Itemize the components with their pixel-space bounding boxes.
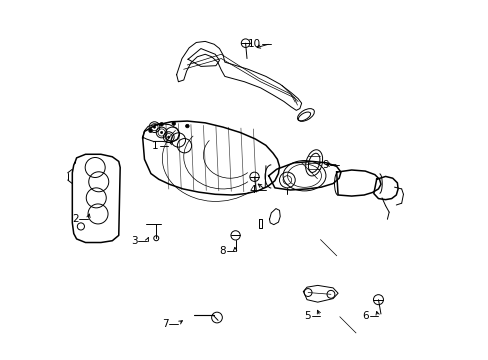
Circle shape: [160, 131, 163, 134]
Text: 10: 10: [247, 39, 261, 49]
Circle shape: [148, 129, 152, 132]
Text: 3: 3: [130, 236, 137, 246]
Text: 1: 1: [152, 141, 159, 151]
Text: 7: 7: [162, 319, 168, 329]
Text: 5: 5: [304, 311, 310, 321]
Text: 2: 2: [72, 214, 78, 224]
Text: 9: 9: [322, 159, 328, 170]
Text: 4: 4: [249, 185, 256, 195]
Circle shape: [167, 136, 169, 138]
Text: 8: 8: [219, 247, 225, 256]
Circle shape: [160, 122, 163, 126]
Circle shape: [172, 122, 175, 125]
Circle shape: [153, 126, 155, 128]
Text: 6: 6: [361, 311, 367, 321]
Circle shape: [185, 124, 189, 128]
